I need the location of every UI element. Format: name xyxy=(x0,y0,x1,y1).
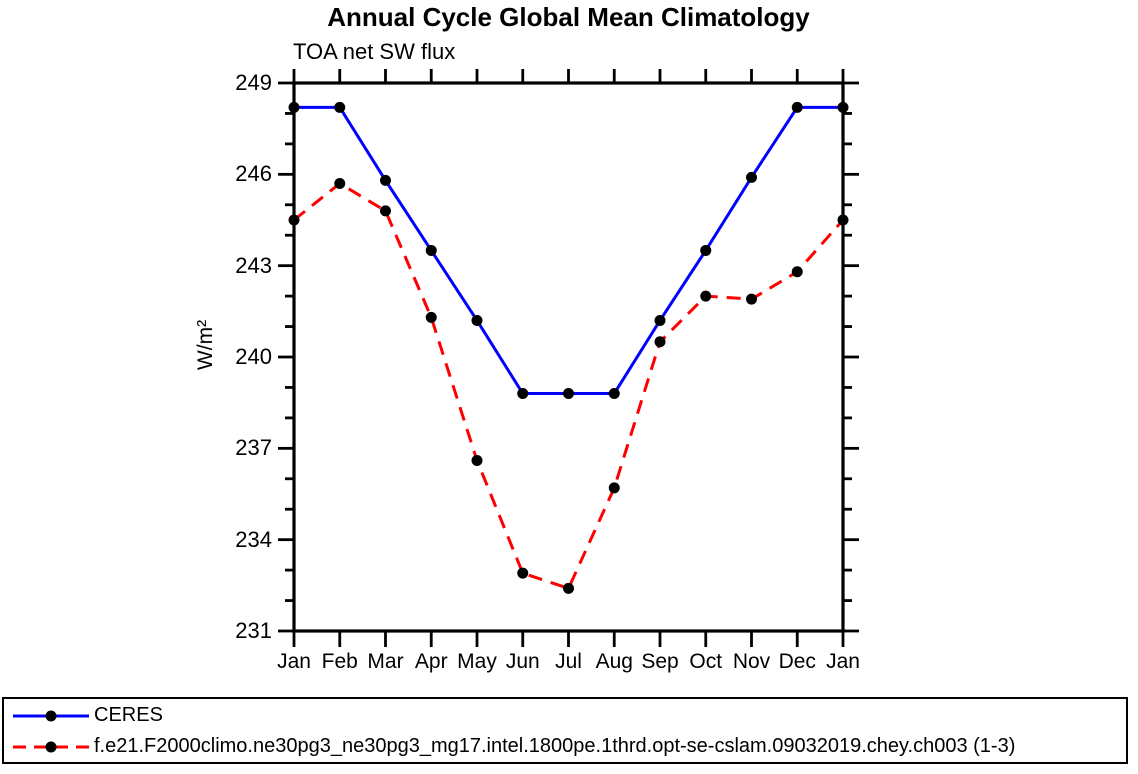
data-point-marker xyxy=(471,455,483,467)
data-point-marker xyxy=(334,101,346,113)
x-tick-label: Dec xyxy=(778,650,816,673)
data-point-marker xyxy=(380,174,391,186)
data-point-marker xyxy=(471,314,483,326)
data-point-marker xyxy=(608,482,620,494)
x-tick-label: Nov xyxy=(732,650,771,673)
legend-line-sample-model xyxy=(13,741,89,752)
data-point-marker xyxy=(425,311,437,323)
x-tick-label: Oct xyxy=(689,650,723,673)
x-tick-label: Apr xyxy=(414,650,448,673)
data-point-marker xyxy=(746,171,757,183)
x-ticks xyxy=(292,69,845,647)
data-point-marker xyxy=(791,101,803,113)
x-tick-label: May xyxy=(457,650,497,673)
chart-title: Annual Cycle Global Mean Climatology xyxy=(327,2,810,32)
legend-sample-marker xyxy=(45,741,57,752)
data-point-marker xyxy=(700,290,712,302)
x-tick-label: Mar xyxy=(367,650,404,673)
data-point-marker xyxy=(288,101,300,113)
y-tick-label: 234 xyxy=(235,526,272,552)
chart-subtitle: TOA net SW flux xyxy=(293,39,456,64)
data-point-marker xyxy=(837,214,849,226)
x-tick-label: Jul xyxy=(555,650,582,673)
legend-sample-marker xyxy=(45,710,57,721)
y-tick-label: 231 xyxy=(235,618,272,643)
legend: CERES f.e21.F2000climo.ne30pg3_ne30pg3_m… xyxy=(2,697,1128,764)
y-tick-label: 237 xyxy=(235,435,272,461)
x-tick-label: Aug xyxy=(595,650,633,673)
data-point-marker xyxy=(425,244,437,256)
series-markers-0 xyxy=(288,101,849,400)
data-point-marker xyxy=(746,293,757,305)
data-point-marker xyxy=(837,101,849,113)
y-tick-label: 249 xyxy=(235,70,272,95)
data-point-marker xyxy=(563,388,574,400)
series-line-0 xyxy=(294,105,843,396)
data-point-marker xyxy=(608,388,620,400)
x-tick-label: Sep xyxy=(641,650,679,673)
x-tick-label: Jan xyxy=(826,650,860,673)
data-point-marker xyxy=(517,567,529,579)
data-point-marker xyxy=(288,214,300,226)
data-point-marker xyxy=(654,314,666,326)
legend-item-model: f.e21.F2000climo.ne30pg3_ne30pg3_mg17.in… xyxy=(4,731,1126,762)
data-point-marker xyxy=(517,388,529,400)
data-point-marker xyxy=(791,266,803,278)
legend-line-sample-ceres xyxy=(13,710,89,721)
data-point-marker xyxy=(563,582,574,594)
legend-label-model: f.e21.F2000climo.ne30pg3_ne30pg3_mg17.in… xyxy=(94,735,1016,757)
data-point-marker xyxy=(700,244,712,256)
data-point-marker xyxy=(654,336,666,348)
data-point-marker xyxy=(380,205,391,217)
data-point-marker xyxy=(334,177,346,189)
series-line-1 xyxy=(293,181,845,591)
y-tick-label: 240 xyxy=(235,344,272,369)
legend-label-ceres: CERES xyxy=(94,704,163,726)
x-tick-label: Jun xyxy=(505,650,540,673)
legend-item-ceres: CERES xyxy=(4,700,1126,731)
y-tick-label: 246 xyxy=(235,161,272,187)
x-tick-label: Jan xyxy=(277,650,311,673)
y-tick-label: 243 xyxy=(235,252,272,278)
x-tick-label: Feb xyxy=(321,650,358,673)
y-ticks xyxy=(278,81,859,633)
series-markers-1 xyxy=(288,177,849,594)
